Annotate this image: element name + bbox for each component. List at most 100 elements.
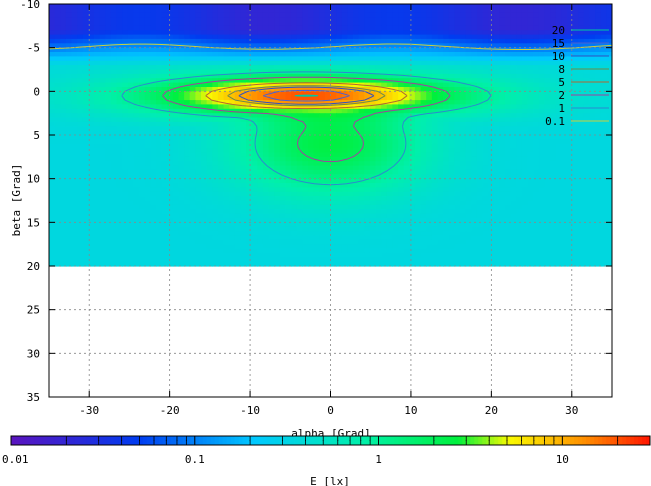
heatmap-cell	[229, 17, 236, 23]
heatmap-cell	[105, 156, 112, 162]
heatmap-cell	[144, 213, 151, 219]
heatmap-cell	[589, 104, 596, 110]
heatmap-cell	[184, 174, 191, 180]
heatmap-cell	[60, 161, 67, 167]
heatmap-cell	[308, 60, 315, 66]
heatmap-cell	[94, 218, 101, 223]
heatmap-cell	[392, 100, 399, 106]
heatmap-cell	[482, 213, 489, 219]
heatmap-cell	[555, 78, 562, 84]
heatmap-cell	[612, 131, 618, 136]
heatmap-cell	[369, 95, 377, 101]
heatmap-cell	[246, 21, 253, 27]
heatmap-cell	[600, 82, 607, 88]
heatmap-cell	[572, 152, 579, 158]
heatmap-cell	[150, 56, 157, 62]
heatmap-cell	[471, 183, 478, 188]
heatmap-cell	[347, 209, 354, 215]
heatmap-cell	[71, 56, 78, 62]
heatmap-cell	[195, 178, 202, 184]
heatmap-cell	[600, 108, 607, 114]
heatmap-cell	[60, 95, 67, 101]
heatmap-cell	[150, 60, 157, 66]
heatmap-cell	[291, 156, 298, 162]
heatmap-cell	[460, 113, 467, 119]
heatmap-cell	[431, 139, 438, 145]
heatmap-cell	[341, 30, 348, 36]
heatmap-cell	[116, 95, 123, 101]
heatmap-cell	[510, 213, 517, 219]
heatmap-cell	[189, 135, 196, 140]
heatmap-cell	[246, 183, 253, 188]
heatmap-cell	[533, 60, 540, 66]
heatmap-cell	[460, 200, 467, 206]
heatmap-cell	[403, 12, 410, 18]
heatmap-cell	[139, 174, 146, 180]
heatmap-cell	[550, 204, 557, 210]
heatmap-cell	[65, 178, 73, 184]
heatmap-cell	[139, 183, 146, 188]
heatmap-cell	[212, 104, 219, 110]
heatmap-cell	[392, 60, 399, 66]
heatmap-cell	[223, 17, 230, 23]
heatmap-cell	[189, 52, 196, 57]
heatmap-cell	[521, 4, 529, 9]
heatmap-cell	[533, 209, 540, 215]
heatmap-cell	[178, 73, 185, 79]
heatmap-cell	[94, 56, 101, 62]
heatmap-cell	[533, 52, 540, 57]
heatmap-cell	[71, 60, 78, 66]
heatmap-cell	[110, 73, 118, 79]
heatmap-cell	[184, 104, 191, 110]
heatmap-cell	[544, 87, 551, 92]
heatmap-cell	[488, 130, 495, 136]
heatmap-cell	[521, 38, 529, 44]
heatmap-cell	[296, 187, 303, 193]
heatmap-cell	[533, 95, 540, 101]
heatmap-cell	[71, 4, 78, 9]
heatmap-cell	[567, 165, 574, 171]
heatmap-cell	[212, 183, 219, 188]
heatmap-cell	[398, 148, 405, 154]
heatmap-cell	[268, 73, 275, 79]
heatmap-cell	[189, 38, 196, 44]
heatmap-cell	[313, 47, 320, 53]
heatmap-cell	[527, 4, 534, 9]
heatmap-cell	[336, 196, 343, 202]
heatmap-cell	[533, 91, 540, 97]
heatmap-cell	[99, 47, 106, 53]
heatmap-cell	[606, 17, 612, 23]
heatmap-cell	[460, 43, 467, 49]
heatmap-cell	[426, 161, 433, 167]
heatmap-cell	[398, 165, 405, 171]
heatmap-cell	[257, 8, 264, 14]
heatmap-cell	[555, 121, 562, 127]
heatmap-cell	[212, 143, 219, 149]
heatmap-cell	[184, 156, 191, 162]
heatmap-cell	[285, 38, 292, 44]
heatmap-cell	[347, 73, 354, 79]
heatmap-cell	[465, 12, 472, 18]
heatmap-cell	[505, 95, 512, 101]
heatmap-cell	[234, 135, 241, 140]
heatmap-cell	[279, 187, 286, 193]
heatmap-cell	[313, 95, 320, 101]
heatmap-cell	[426, 78, 433, 84]
heatmap-cell	[144, 135, 151, 140]
heatmap-cell	[606, 30, 612, 36]
heatmap-cell	[234, 8, 241, 14]
heatmap-cell	[110, 47, 118, 53]
heatmap-cell	[567, 21, 574, 27]
heatmap-cell	[313, 148, 320, 154]
heatmap-cell	[274, 60, 281, 66]
heatmap-cell	[77, 30, 84, 36]
heatmap-cell	[448, 204, 455, 210]
heatmap-cell	[448, 30, 455, 36]
heatmap-cell	[167, 191, 174, 197]
heatmap-cell	[212, 200, 219, 206]
heatmap-cell	[437, 148, 444, 154]
heatmap-cell	[110, 17, 118, 23]
heatmap-cell	[291, 47, 298, 53]
heatmap-cell	[510, 183, 517, 188]
heatmap-cell	[178, 56, 185, 62]
